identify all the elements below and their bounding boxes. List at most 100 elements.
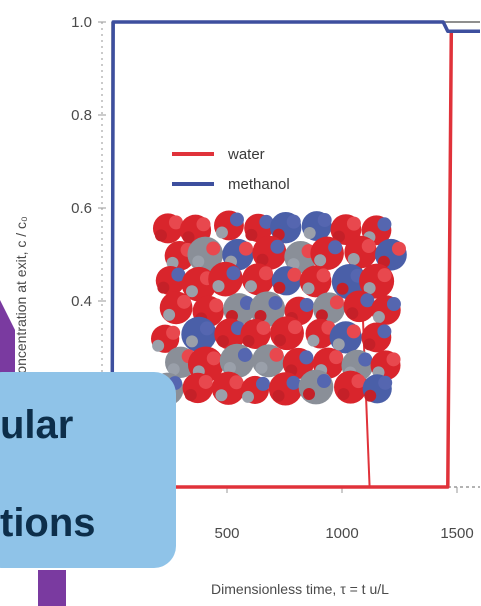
x-axis: 500 1000 1500: [214, 487, 474, 542]
series-line-methanol: [110, 20, 480, 488]
molecule-atom: [229, 212, 244, 227]
molecule-atom: [198, 374, 213, 389]
molecule-atom: [212, 280, 225, 293]
molecule-atom: [182, 231, 195, 244]
molecule-atom: [351, 374, 366, 389]
molecule-atom: [336, 282, 349, 295]
molecule-atom: [184, 388, 197, 401]
molecule-atom: [299, 350, 314, 365]
y-tick-label: 0.6: [71, 200, 92, 217]
purple-accent-square: [38, 570, 66, 606]
molecule-atom: [237, 347, 252, 362]
molecule-atom: [185, 285, 198, 298]
molecular-crystal-inset: [150, 210, 407, 406]
molecule-atom: [157, 281, 170, 294]
x-tick-label: 1000: [325, 525, 358, 542]
molecule-atom: [273, 334, 286, 347]
molecule-atom: [303, 388, 316, 401]
molecule-atom: [377, 268, 392, 283]
y-axis: 0.4 0.6 0.8 1.0: [71, 14, 106, 310]
molecule-atom: [317, 374, 332, 389]
legend-label-water: water: [227, 146, 265, 163]
overlay-callout-line-2: tions: [0, 501, 96, 545]
molecule-atom: [209, 298, 224, 313]
molecule-atom: [167, 363, 180, 376]
molecule-atom: [286, 375, 301, 390]
molecule-atom: [328, 240, 343, 255]
molecule-atom: [391, 241, 406, 256]
molecule-atom: [258, 266, 273, 281]
molecule-atom: [216, 335, 229, 348]
molecule-atom: [259, 214, 274, 229]
molecule-atom: [332, 338, 345, 351]
x-tick-label: 500: [214, 525, 239, 542]
molecule-atom: [256, 253, 269, 266]
molecule-atom: [256, 376, 271, 391]
molecule-atom: [171, 267, 186, 282]
molecule-atom: [346, 216, 361, 231]
molecule-atom: [347, 253, 360, 266]
molecule-atom: [223, 361, 236, 374]
x-tick-label: 1500: [440, 525, 473, 542]
molecule-atom: [196, 217, 211, 232]
molecule-atom: [286, 214, 301, 229]
molecule-atom: [273, 281, 286, 294]
y-tick-label: 0.8: [71, 107, 92, 124]
molecule-atom: [168, 215, 183, 230]
molecule-atom: [185, 335, 198, 348]
purple-accent-shape: [0, 300, 15, 380]
molecule-atom: [215, 389, 228, 402]
molecule-atom: [346, 307, 359, 320]
molecule-atom: [244, 280, 257, 293]
overlay-callout-line-1: ular: [0, 403, 73, 447]
molecule-atom: [298, 369, 334, 405]
y-axis-title: Concentration at exit, c / c₀: [13, 216, 29, 384]
molecule-atom: [206, 351, 221, 366]
molecule-atom: [317, 213, 332, 228]
x-axis-title: Dimensionless time, τ = t u/L: [211, 581, 389, 597]
overlay-callout-box: [0, 372, 176, 568]
molecule-atom: [302, 282, 315, 295]
molecule-atom: [307, 334, 320, 347]
molecule-atom: [315, 309, 328, 322]
overlay-callout: ular tions: [0, 372, 176, 568]
molecule-atom: [377, 217, 392, 232]
molecule-atom: [386, 297, 401, 312]
molecule-atom: [314, 254, 327, 267]
molecule-atom: [272, 389, 285, 402]
molecule-atom: [254, 309, 267, 322]
molecule-atom: [268, 295, 283, 310]
molecule-atom: [152, 339, 165, 352]
molecule-atom: [206, 241, 221, 256]
molecule-atom: [303, 227, 316, 240]
legend-label-methanol: methanol: [228, 176, 290, 193]
molecule-atom: [255, 361, 268, 374]
molecule-atom: [181, 316, 217, 353]
molecule-atom: [299, 297, 314, 312]
molecule-atom: [316, 268, 331, 283]
molecule-atom: [337, 388, 350, 401]
molecule-atom: [226, 266, 241, 281]
molecule-atom: [154, 229, 167, 242]
molecule-atom: [238, 241, 253, 256]
molecule-atom: [177, 294, 192, 309]
molecule-atom: [242, 334, 255, 347]
molecule-atom: [269, 347, 284, 362]
molecule-atom: [363, 338, 376, 351]
molecule-atom: [270, 316, 304, 351]
molecule-atom: [242, 390, 255, 403]
molecule-atom: [377, 324, 392, 339]
molecule-atom: [360, 293, 375, 308]
molecule-atom: [386, 352, 401, 367]
molecule-atom: [329, 350, 344, 365]
y-tick-label: 1.0: [71, 14, 92, 31]
legend: water methanol: [172, 146, 290, 193]
molecule-atom: [245, 228, 258, 241]
molecule-atom: [215, 226, 228, 239]
molecule-atom: [208, 261, 243, 297]
molecule-atom: [163, 308, 176, 321]
y-tick-label: 0.4: [71, 293, 92, 310]
molecule-atom: [166, 325, 181, 340]
molecule-atom: [199, 321, 214, 336]
molecule-atom: [287, 267, 302, 282]
